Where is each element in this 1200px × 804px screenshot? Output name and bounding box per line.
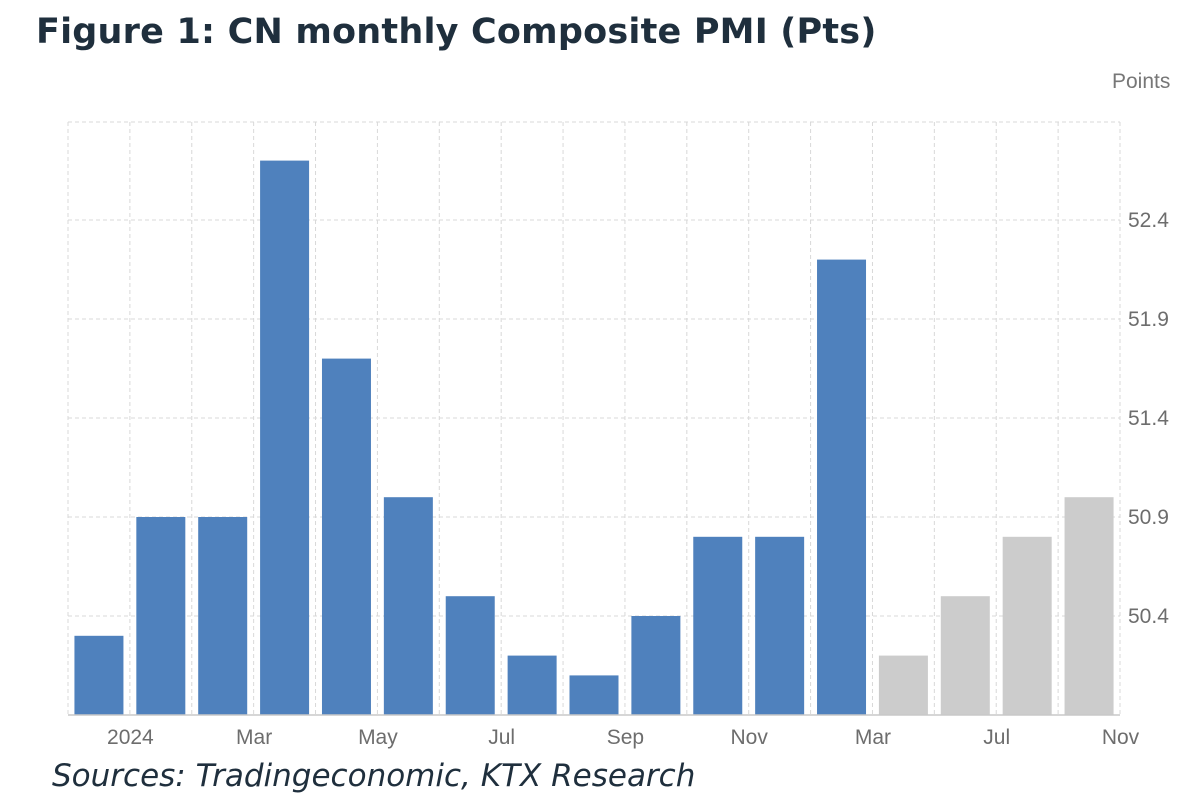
y-axis-unit-label: Points <box>1112 70 1171 93</box>
x-tick-label: Jul <box>983 726 1010 749</box>
x-tick-label: Mar <box>236 726 272 749</box>
x-axis-ticks: 2024 Mar May Jul Sep Nov Mar Jul Nov <box>107 726 1140 749</box>
chart-title: Figure 1: CN monthly Composite PMI (Pts) <box>36 12 877 52</box>
bars <box>74 160 1114 716</box>
x-tick-label: May <box>358 726 398 749</box>
y-axis-ticks: 50.4 50.9 51.4 51.9 52.4 <box>1128 209 1169 628</box>
actual-bar <box>383 497 433 715</box>
x-tick-label: Nov <box>1102 726 1140 749</box>
x-tick-label: Jul <box>488 726 515 749</box>
y-tick-label: 50.4 <box>1128 605 1169 628</box>
actual-bar <box>260 160 310 716</box>
y-tick-label: 52.4 <box>1128 209 1169 232</box>
forecast-bar <box>1002 536 1052 715</box>
x-tick-label: Sep <box>607 726 644 749</box>
y-tick-label: 50.9 <box>1128 506 1169 529</box>
forecast-bar <box>940 596 990 715</box>
actual-bar <box>631 616 681 715</box>
x-tick-label: Nov <box>731 726 769 749</box>
y-tick-label: 51.4 <box>1128 407 1169 430</box>
actual-bar <box>569 675 619 715</box>
actual-bar <box>445 596 495 715</box>
actual-bar <box>755 536 805 715</box>
actual-bar <box>693 536 743 715</box>
y-tick-label: 51.9 <box>1128 308 1169 331</box>
x-tick-label: Mar <box>855 726 891 749</box>
actual-bar <box>507 655 557 715</box>
forecast-bar <box>878 655 928 715</box>
actual-bar <box>817 259 867 715</box>
actual-bar <box>321 358 371 715</box>
actual-bar <box>136 517 186 715</box>
actual-bar <box>74 635 124 715</box>
forecast-bar <box>1064 497 1114 715</box>
x-tick-label: 2024 <box>107 726 154 749</box>
actual-bar <box>198 517 248 715</box>
source-note: Sources: Tradingeconomic, KTX Research <box>52 758 696 794</box>
